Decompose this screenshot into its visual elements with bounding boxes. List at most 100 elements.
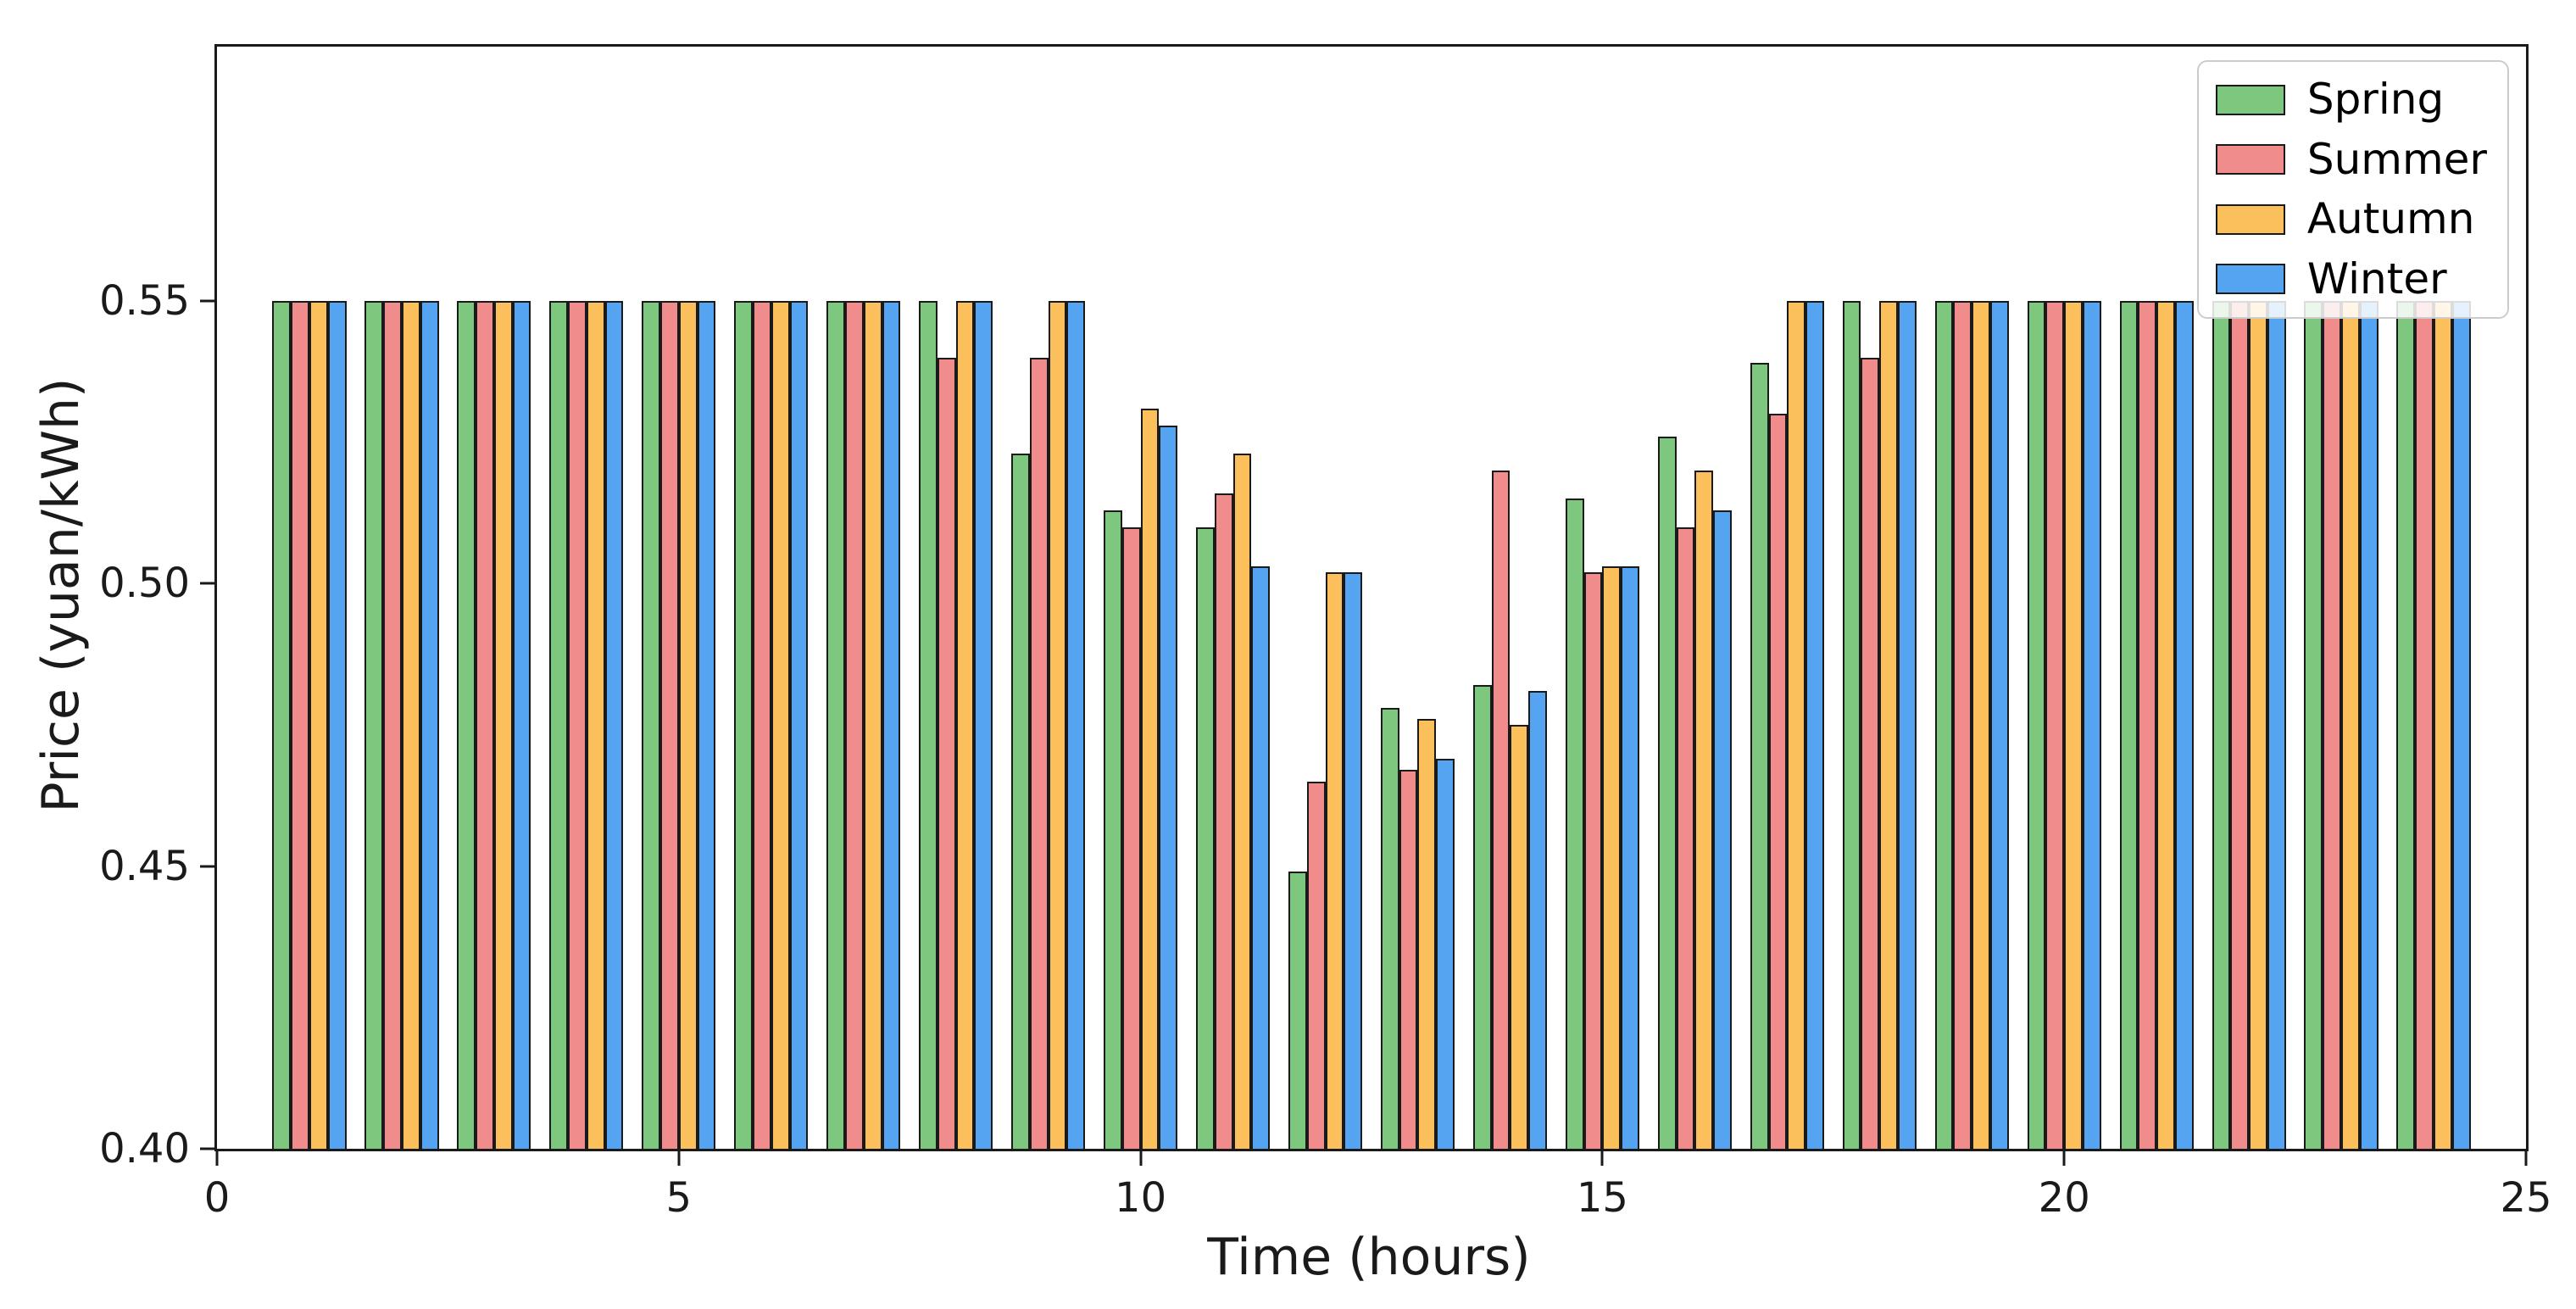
bar-spring-hour-13	[1380, 708, 1399, 1149]
bar-summer-hour-24	[2415, 301, 2434, 1149]
bar-winter-hour-16	[1713, 510, 1732, 1149]
bar-autumn-hour-2	[401, 301, 420, 1149]
bar-summer-hour-4	[568, 301, 587, 1149]
x-axis-label: Time (hours)	[1207, 1228, 1531, 1287]
bar-group-hour-18	[1842, 47, 1917, 1149]
bar-group-hour-1	[272, 47, 347, 1149]
bar-summer-hour-16	[1676, 526, 1695, 1149]
bar-winter-hour-18	[1898, 301, 1917, 1149]
bar-spring-hour-3	[457, 301, 476, 1149]
bar-spring-hour-22	[2212, 301, 2231, 1149]
bar-summer-hour-21	[2138, 301, 2157, 1149]
bar-summer-hour-5	[660, 301, 679, 1149]
bar-summer-hour-23	[2323, 301, 2342, 1149]
bar-group-hour-2	[364, 47, 439, 1149]
bar-winter-hour-21	[2174, 301, 2194, 1149]
legend-swatch-winter	[2215, 264, 2285, 295]
bar-spring-hour-14	[1472, 685, 1492, 1149]
bar-spring-hour-1	[272, 301, 292, 1149]
bar-spring-hour-9	[1011, 454, 1030, 1149]
bar-summer-hour-18	[1861, 357, 1880, 1149]
bar-autumn-hour-10	[1140, 408, 1160, 1149]
bar-spring-hour-23	[2304, 301, 2323, 1149]
bar-spring-hour-8	[919, 301, 937, 1149]
bar-winter-hour-1	[327, 301, 347, 1149]
legend-swatch-summer	[2215, 144, 2285, 175]
x-tick-mark	[1139, 1151, 1143, 1166]
x-tick-label: 10	[1115, 1174, 1167, 1222]
bar-winter-hour-9	[1066, 301, 1086, 1149]
bar-summer-hour-22	[2230, 301, 2250, 1149]
bar-spring-hour-17	[1750, 363, 1769, 1149]
bar-group-hour-24	[2396, 47, 2471, 1149]
bar-spring-hour-6	[734, 301, 753, 1149]
bar-winter-hour-6	[789, 301, 809, 1149]
bar-autumn-hour-11	[1232, 454, 1252, 1149]
bar-autumn-hour-6	[771, 301, 790, 1149]
bar-autumn-hour-4	[586, 301, 605, 1149]
bar-spring-hour-15	[1565, 499, 1584, 1149]
bar-spring-hour-16	[1657, 437, 1677, 1149]
bar-group-hour-14	[1472, 47, 1548, 1149]
bar-summer-hour-13	[1399, 770, 1418, 1149]
x-tick-mark	[2062, 1151, 2066, 1166]
bar-autumn-hour-5	[678, 301, 698, 1149]
bar-group-hour-20	[2027, 47, 2101, 1149]
bar-autumn-hour-14	[1510, 725, 1529, 1149]
bar-group-hour-13	[1380, 47, 1455, 1149]
bar-summer-hour-7	[844, 301, 864, 1149]
bar-group-hour-9	[1011, 47, 1086, 1149]
bar-autumn-hour-13	[1417, 719, 1437, 1149]
y-tick-label: 0.50	[99, 560, 190, 608]
bar-winter-hour-7	[882, 301, 901, 1149]
bar-autumn-hour-22	[2249, 301, 2267, 1149]
bar-autumn-hour-18	[1879, 301, 1899, 1149]
bar-autumn-hour-17	[1787, 301, 1806, 1149]
x-tick-mark	[677, 1151, 681, 1166]
bar-group-hour-8	[919, 47, 993, 1149]
bar-autumn-hour-16	[1694, 471, 1714, 1149]
bar-autumn-hour-12	[1325, 572, 1344, 1149]
bar-autumn-hour-19	[1972, 301, 1991, 1149]
bar-autumn-hour-24	[2434, 301, 2452, 1149]
y-tick-mark	[200, 299, 214, 303]
legend-swatch-spring	[2215, 84, 2285, 115]
bar-group-hour-10	[1104, 47, 1178, 1149]
bar-summer-hour-19	[1953, 301, 1972, 1149]
bar-winter-hour-24	[2451, 301, 2471, 1149]
bar-spring-hour-24	[2396, 301, 2416, 1149]
bar-autumn-hour-9	[1048, 301, 1067, 1149]
bar-group-hour-17	[1750, 47, 1824, 1149]
bar-group-hour-3	[457, 47, 531, 1149]
legend-item-winter: Winter	[2215, 254, 2487, 304]
legend-swatch-autumn	[2215, 203, 2285, 235]
x-tick-mark	[2524, 1151, 2528, 1166]
bar-winter-hour-20	[2083, 301, 2101, 1149]
bar-group-hour-5	[642, 47, 716, 1149]
bar-summer-hour-10	[1121, 526, 1141, 1149]
x-tick-label: 20	[2038, 1174, 2090, 1222]
bar-winter-hour-2	[420, 301, 439, 1149]
bar-winter-hour-15	[1621, 566, 1639, 1149]
x-tick-label: 15	[1576, 1174, 1628, 1222]
bar-autumn-hour-1	[309, 301, 328, 1149]
bar-summer-hour-8	[937, 357, 956, 1149]
bar-autumn-hour-3	[493, 301, 513, 1149]
y-tick-mark	[200, 865, 214, 868]
bar-winter-hour-3	[512, 301, 531, 1149]
bar-spring-hour-7	[826, 301, 845, 1149]
bar-summer-hour-1	[291, 301, 309, 1149]
bar-autumn-hour-7	[863, 301, 882, 1149]
bar-group-hour-4	[549, 47, 624, 1149]
legend-item-summer: Summer	[2215, 135, 2487, 185]
bar-winter-hour-8	[974, 301, 993, 1149]
bar-autumn-hour-20	[2064, 301, 2083, 1149]
bar-winter-hour-12	[1344, 572, 1363, 1149]
bar-autumn-hour-23	[2341, 301, 2360, 1149]
bar-spring-hour-2	[364, 301, 384, 1149]
bar-group-hour-7	[826, 47, 901, 1149]
bar-summer-hour-2	[383, 301, 402, 1149]
bar-winter-hour-13	[1436, 759, 1455, 1149]
bar-summer-hour-12	[1306, 781, 1326, 1149]
legend: Spring Summer Autumn Winter	[2196, 60, 2509, 319]
